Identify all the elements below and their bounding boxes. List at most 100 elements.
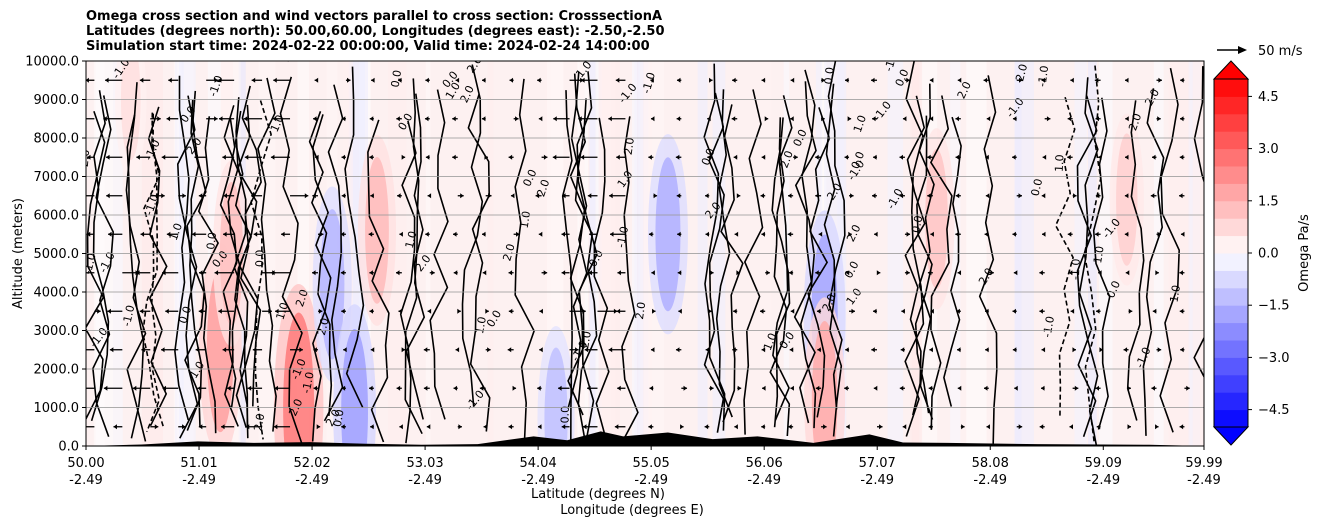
wind-vector-head <box>1179 270 1183 276</box>
wind-vector-head <box>823 424 827 430</box>
wind-vector-head <box>426 424 431 430</box>
wind-vector-head <box>762 385 766 391</box>
wind-vector-head <box>484 154 488 160</box>
wind-vector-head <box>218 308 222 314</box>
contour-label: 2.0 <box>633 301 648 320</box>
colorbar-extend-min <box>1212 426 1250 446</box>
omega-contour-line <box>367 119 390 443</box>
wind-vector-head <box>198 424 203 430</box>
wind-vector-head <box>871 347 875 353</box>
wind-vector-head <box>901 308 905 314</box>
wind-vector-head <box>761 231 765 237</box>
wind-vector-head <box>141 347 145 353</box>
wind-vector-head <box>956 308 960 314</box>
omega-contour-line <box>90 90 110 422</box>
wind-vector-head <box>453 270 458 276</box>
omega-contour-line <box>174 75 190 421</box>
omega-contour-line <box>1076 95 1099 446</box>
wind-vector-head <box>794 154 798 160</box>
wind-vector-head <box>707 116 711 122</box>
y-tick-label: 4000.0 <box>34 286 80 301</box>
contour-label: 0.0 <box>253 249 266 267</box>
wind-vector-head <box>986 116 991 122</box>
wind-vector-head <box>844 154 849 160</box>
colorbar-tick-label: −4.5 <box>1258 403 1290 418</box>
wind-vector-head <box>1125 77 1129 83</box>
wind-vector-head <box>847 116 852 122</box>
wind-vector-head <box>370 193 374 199</box>
x-axis-label-lat: Latitude (degrees N) <box>531 487 665 502</box>
omega-contour-line <box>827 61 846 410</box>
wind-vector-head <box>616 308 621 314</box>
chart-title: Omega cross section and wind vectors par… <box>86 9 665 54</box>
wind-vector-head <box>983 77 988 83</box>
quiver-key-arrow-head <box>1238 46 1247 54</box>
omega-contour-fill <box>1116 133 1138 266</box>
omega-contour-line <box>943 116 962 407</box>
wind-vector-head <box>790 385 794 391</box>
wind-vector-head <box>683 385 688 391</box>
x-tick-label-lat: 56.06 <box>746 456 783 471</box>
wind-vector-head <box>709 77 713 83</box>
wind-vector-head <box>453 385 458 391</box>
wind-vector-head <box>1012 308 1016 314</box>
wind-vector-head <box>1152 308 1157 314</box>
x-tick-label-lon: -2.49 <box>634 473 668 488</box>
wind-vector-head <box>1127 385 1131 391</box>
y-tick-label: 9000.0 <box>34 93 80 108</box>
wind-vector-head <box>1070 77 1074 83</box>
wind-vector-head <box>561 270 566 276</box>
wind-vector-head <box>161 154 166 160</box>
wind-vector-head <box>1096 424 1101 430</box>
wind-vector-head <box>214 270 219 276</box>
contour-label: -1.0 <box>640 71 658 95</box>
wind-vector-head <box>1155 270 1159 276</box>
wind-vector-head <box>928 385 933 391</box>
wind-vector-head <box>1128 308 1133 314</box>
omega-contour-line <box>404 93 424 435</box>
wind-vector-head <box>538 116 543 122</box>
contour-label: 0.0 <box>822 66 837 85</box>
wind-vector-head <box>401 154 406 160</box>
wind-vector-head <box>955 116 959 122</box>
wind-vector-head <box>452 154 456 160</box>
wind-vector-head <box>543 154 548 160</box>
wind-vector-head <box>615 77 620 83</box>
wind-vector-head <box>1018 424 1023 430</box>
wind-vector-head <box>198 308 203 314</box>
wind-vector-head <box>929 77 934 83</box>
wind-vector-head <box>761 424 765 430</box>
wind-vector-head <box>732 77 736 83</box>
wind-vector-head <box>399 231 403 237</box>
wind-vector-head <box>705 231 709 237</box>
omega-contour-line <box>1092 97 1111 430</box>
wind-vector-head <box>930 231 934 237</box>
colorbar-extend-max <box>1212 60 1250 80</box>
wind-vector-head <box>761 77 766 83</box>
wind-vector-head <box>766 270 770 276</box>
wind-vector-head <box>613 308 618 314</box>
x-tick-label-lon: -2.49 <box>521 473 555 488</box>
wind-vector-head <box>195 347 200 353</box>
contour-label: 0.0 <box>331 409 347 428</box>
wind-vector-head <box>562 193 566 199</box>
omega-contour-line <box>567 71 588 408</box>
wind-vector-head <box>582 424 587 430</box>
wind-vector-head <box>818 231 823 237</box>
wind-vector-head <box>313 347 317 353</box>
omega-contour-line <box>619 116 639 446</box>
wind-vector-head <box>558 385 562 391</box>
colorbar-segment <box>1214 409 1248 428</box>
omega-contour-line <box>323 84 344 422</box>
wind-vector-head <box>222 154 226 160</box>
wind-vector-head <box>424 116 429 122</box>
wind-vector-head <box>139 77 144 83</box>
wind-vector-head <box>113 424 117 430</box>
wind-vector-head <box>575 347 579 353</box>
colorbar-segment <box>1214 322 1248 341</box>
omega-contour-line <box>250 100 272 440</box>
contour-label: -1.0 <box>120 304 137 328</box>
wind-vector-head <box>81 386 85 391</box>
omega-contour-line <box>1193 66 1204 379</box>
wind-vector-head <box>874 231 878 237</box>
